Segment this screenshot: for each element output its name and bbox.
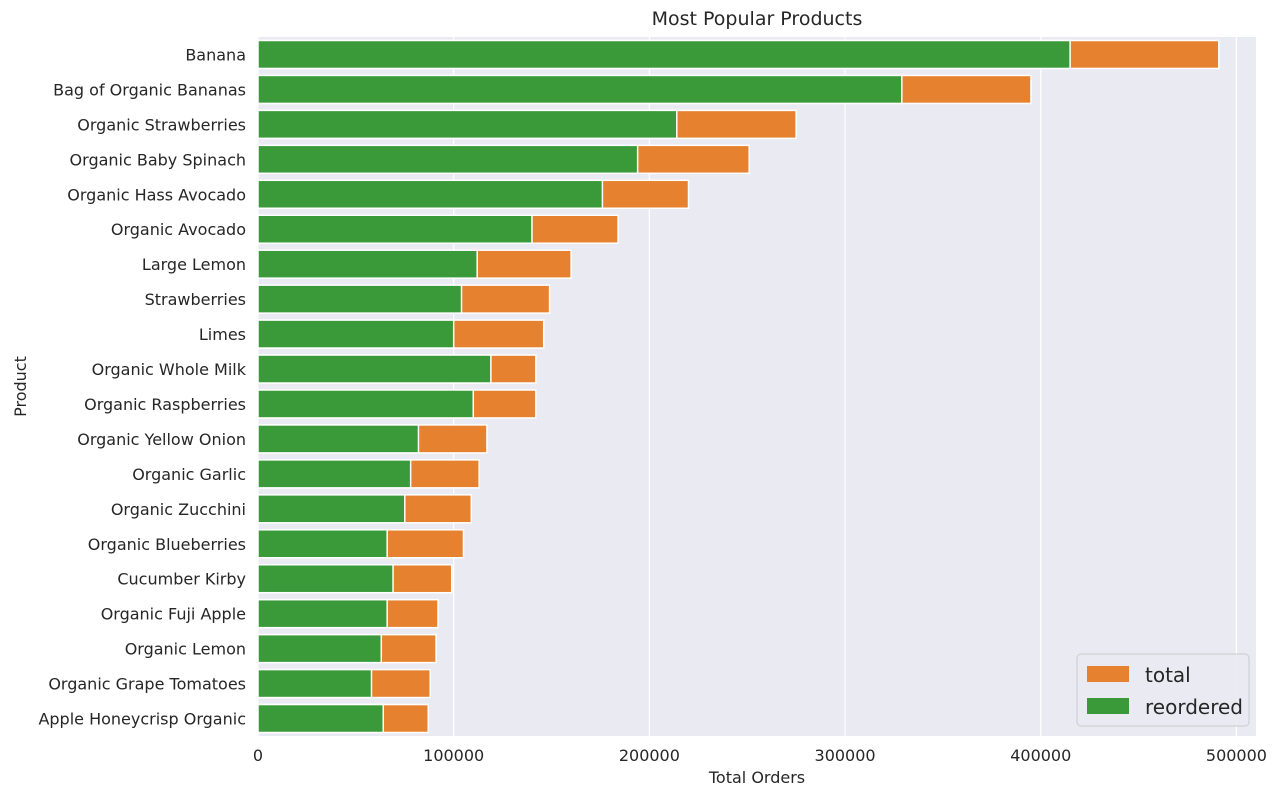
- y-tick-label: Organic Zucchini: [111, 500, 246, 519]
- y-tick-label: Organic Avocado: [111, 220, 246, 239]
- x-tick-label: 100000: [423, 746, 484, 765]
- y-tick-label: Organic Grape Tomatoes: [48, 675, 246, 694]
- bar-reordered: [257, 633, 383, 664]
- y-tick-label: Limes: [199, 325, 246, 344]
- bar-reordered: [257, 494, 406, 524]
- y-tick-label: Organic Baby Spinach: [70, 150, 246, 169]
- y-tick-label: Banana: [185, 45, 246, 64]
- x-axis-label: Total Orders: [708, 768, 805, 787]
- y-tick-label: Organic Garlic: [132, 465, 246, 484]
- x-tick-label: 400000: [1010, 746, 1071, 765]
- y-tick-label: Organic Hass Avocado: [67, 185, 246, 204]
- y-tick-label: Large Lemon: [142, 255, 246, 274]
- y-tick-label: Organic Lemon: [125, 640, 246, 659]
- legend: total reordered: [1076, 653, 1250, 727]
- bar-reordered: [257, 179, 604, 210]
- bar-reordered: [257, 459, 412, 489]
- y-tick-labels: Banana Bag of Organic Bananas Organic Stra…: [38, 45, 246, 728]
- y-tick-label: Apple Honeycrisp Organic: [38, 710, 246, 729]
- bar-reordered: [257, 389, 475, 419]
- bar-reordered: [257, 214, 533, 244]
- bar-reordered: [257, 703, 384, 734]
- bar-reordered: [257, 109, 678, 140]
- bar-reordered: [257, 284, 463, 314]
- bar-reordered: [257, 354, 492, 384]
- legend-label-reordered: reordered: [1145, 695, 1243, 719]
- legend-swatch-total: [1087, 666, 1129, 682]
- bar-reordered: [257, 668, 373, 699]
- bar-reordered: [257, 563, 394, 594]
- bars: [257, 39, 1220, 734]
- bar-reordered: [257, 319, 455, 349]
- y-tick-label: Organic Whole Milk: [92, 360, 247, 379]
- x-tick-label: 0: [253, 746, 263, 765]
- y-tick-label: Strawberries: [145, 290, 246, 309]
- y-axis-label: Product: [11, 356, 30, 417]
- y-tick-label: Organic Strawberries: [77, 115, 246, 134]
- bar-reordered: [257, 598, 388, 629]
- y-tick-label: Bag of Organic Bananas: [53, 80, 246, 99]
- bar-reordered: [257, 529, 388, 559]
- x-tick-label: 200000: [619, 746, 680, 765]
- bar-reordered: [257, 74, 903, 105]
- x-tick-label: 300000: [815, 746, 876, 765]
- x-tick-labels: 0 100000 200000 300000 400000 500000: [253, 746, 1267, 765]
- y-tick-label: Organic Yellow Onion: [77, 430, 246, 449]
- y-tick-label: Organic Raspberries: [84, 395, 246, 414]
- bar-reordered: [257, 424, 420, 454]
- y-tick-label: Organic Blueberries: [88, 535, 246, 554]
- y-tick-label: Organic Fuji Apple: [101, 605, 246, 624]
- legend-label-total: total: [1145, 663, 1191, 687]
- bar-reordered: [257, 39, 1071, 70]
- plot-area: [258, 37, 1256, 736]
- chart-title: Most Popular Products: [652, 8, 863, 30]
- legend-swatch-reordered: [1087, 698, 1129, 714]
- x-tick-label: 500000: [1206, 746, 1267, 765]
- bar-reordered: [257, 144, 639, 175]
- bar-reordered: [257, 249, 478, 279]
- y-tick-label: Cucumber Kirby: [117, 570, 246, 589]
